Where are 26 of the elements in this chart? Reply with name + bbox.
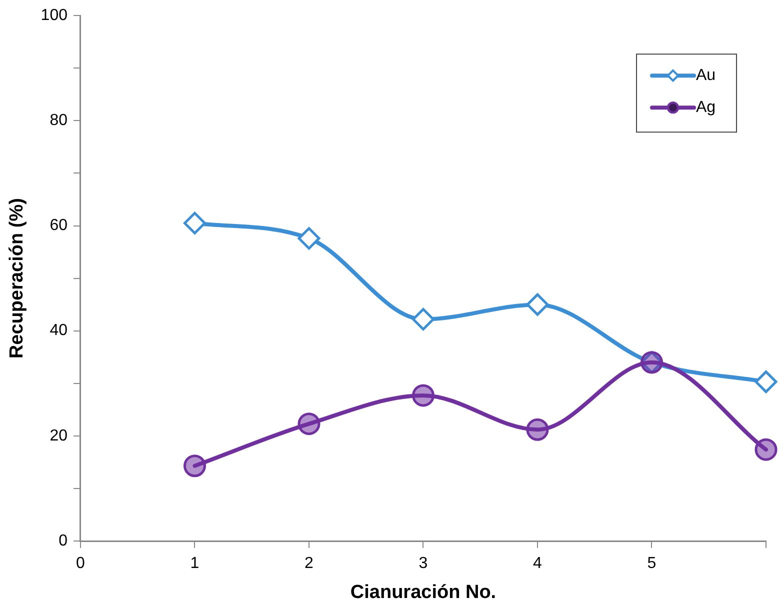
x-axis-title: Cianuración No.	[350, 582, 496, 603]
x-tick-label: 2	[304, 555, 314, 572]
point	[526, 293, 549, 316]
point	[754, 438, 778, 461]
x-tick-label: 0	[76, 555, 86, 572]
y-tick-label: 100	[40, 7, 68, 24]
y-tick-label: 80	[50, 112, 68, 130]
point	[298, 412, 320, 436]
x-tick-label: 3	[418, 555, 428, 572]
y-tick-label: 20	[50, 427, 68, 444]
point	[183, 212, 206, 234]
y-axis-title: Recuperación (%)	[6, 198, 28, 359]
legend-label: Ag	[696, 99, 716, 116]
legend-label: Au	[696, 67, 716, 84]
point	[412, 308, 434, 331]
x-tick-label: 5	[647, 555, 656, 572]
y-tick-label: 60	[50, 217, 68, 234]
point	[754, 370, 778, 394]
point	[526, 418, 549, 441]
y-tick-label: 0	[58, 532, 68, 550]
point	[183, 454, 206, 478]
point	[298, 227, 320, 250]
y-tick-label: 40	[50, 322, 68, 340]
point	[412, 384, 434, 407]
x-tick-label: 1	[190, 555, 200, 572]
x-tick-label: 4	[533, 555, 542, 572]
